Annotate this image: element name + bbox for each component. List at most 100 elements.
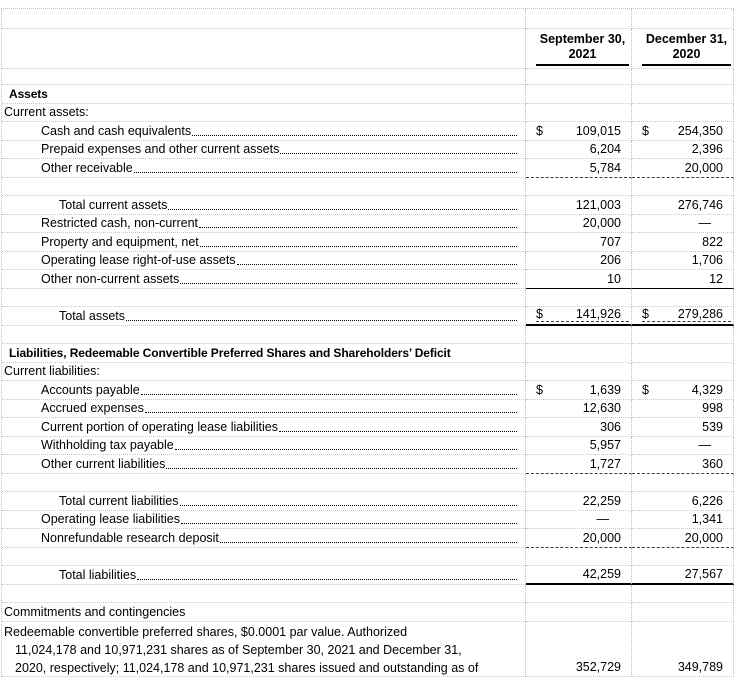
value-wrap: 20,000 bbox=[642, 159, 731, 177]
value-wrap: 539 bbox=[642, 418, 731, 436]
row-label: Property and equipment, net bbox=[41, 235, 199, 249]
value-2020-cell bbox=[632, 548, 734, 567]
value-2020-cell bbox=[632, 344, 734, 363]
value-wrap: — bbox=[536, 511, 629, 529]
value-2021-cell: 1,727 bbox=[526, 455, 632, 474]
spacer-cell bbox=[2, 9, 526, 29]
dollar-sign: $ bbox=[536, 307, 543, 321]
value-2021-cell bbox=[526, 344, 632, 363]
value-2021: 20,000 bbox=[583, 531, 629, 545]
row-label-cell: Operating lease right-of-use assets bbox=[2, 252, 526, 271]
value-wrap: 6,204 bbox=[536, 141, 629, 159]
spacer-row bbox=[2, 289, 734, 308]
value-wrap: — bbox=[642, 437, 731, 455]
header-row: September 30, 2021 December 31, 2020 bbox=[2, 29, 734, 69]
value-2021-cell: 121,003 bbox=[526, 196, 632, 215]
dotted-leader bbox=[141, 394, 517, 395]
row-label: Accrued expenses bbox=[41, 401, 144, 415]
value-2020: 360 bbox=[702, 457, 731, 471]
value-wrap: $254,350 bbox=[642, 122, 731, 140]
row-label-cell: Nonrefundable research deposit bbox=[2, 529, 526, 548]
value-2021: 109,015 bbox=[576, 124, 629, 138]
value-wrap: 352,729 bbox=[536, 622, 629, 677]
value-2021: 141,926 bbox=[576, 307, 629, 321]
dotted-leader bbox=[126, 320, 517, 321]
row-label: Total assets bbox=[59, 309, 125, 323]
row-label-cell: Accounts payable bbox=[2, 381, 526, 400]
dotted-leader bbox=[145, 412, 517, 413]
dotted-leader bbox=[200, 246, 517, 247]
value-2020-cell bbox=[632, 363, 734, 382]
value-2021-cell bbox=[526, 363, 632, 382]
row-operating-lease-liabilities: Operating lease liabilities—1,341 bbox=[2, 511, 734, 530]
row-label-cell: Other non-current assets bbox=[2, 270, 526, 289]
row-current-assets: Current assets: bbox=[2, 104, 734, 123]
value-2021: 20,000 bbox=[583, 216, 629, 230]
row-label-cell bbox=[2, 585, 526, 604]
value-wrap: 822 bbox=[642, 233, 731, 251]
value-2021-cell bbox=[526, 474, 632, 493]
value-wrap: 27,567 bbox=[642, 566, 731, 583]
dotted-leader bbox=[280, 153, 517, 154]
dollar-sign: $ bbox=[642, 124, 649, 138]
value-2021-cell bbox=[526, 548, 632, 567]
value-wrap: 5,957 bbox=[536, 437, 629, 455]
value-2021-cell bbox=[526, 585, 632, 604]
value-2021-cell: 352,729 bbox=[526, 622, 632, 677]
row-label-cell bbox=[2, 326, 526, 345]
value-2021-cell: 5,957 bbox=[526, 437, 632, 456]
row-label: Liabilities, Redeemable Convertible Pref… bbox=[9, 346, 451, 360]
value-2021-cell: 707 bbox=[526, 233, 632, 252]
value-2021: — bbox=[597, 512, 630, 526]
value-2021-cell: 306 bbox=[526, 418, 632, 437]
spacer-cell bbox=[632, 9, 734, 29]
row-label: Other non-current assets bbox=[41, 272, 179, 286]
row-label-line: 2020, respectively; 11,024,178 and 10,97… bbox=[2, 659, 517, 677]
row-label-cell: Total current liabilities bbox=[2, 492, 526, 511]
value-wrap: 22,259 bbox=[536, 492, 629, 510]
value-2021-cell bbox=[526, 289, 632, 308]
row-cash-and-cash-equivalents: Cash and cash equivalents$109,015$254,35… bbox=[2, 122, 734, 141]
row-label: Commitments and contingencies bbox=[4, 605, 185, 619]
value-2021: 707 bbox=[600, 235, 629, 249]
row-current-liabilities: Current liabilities: bbox=[2, 363, 734, 382]
value-2020: 12 bbox=[709, 272, 731, 286]
dotted-leader bbox=[137, 579, 517, 580]
row-label-cell: Current assets: bbox=[2, 104, 526, 123]
value-2021-cell: 5,784 bbox=[526, 159, 632, 178]
row-property-and-equipment-net: Property and equipment, net 707 822 bbox=[2, 233, 734, 252]
row-total-assets: Total assets $141,926 $279,286 bbox=[2, 307, 734, 326]
value-wrap: $279,286 bbox=[642, 307, 731, 322]
value-2020-cell: 276,746 bbox=[632, 196, 734, 215]
value-2021-cell: 10 bbox=[526, 270, 632, 289]
value-2020: 20,000 bbox=[685, 161, 731, 175]
row-label-cell: Other current liabilities bbox=[2, 455, 526, 474]
value-wrap: 360 bbox=[642, 455, 731, 473]
spacer-cell bbox=[526, 69, 632, 85]
value-wrap: 6,226 bbox=[642, 492, 731, 510]
row-redeemable-convertible-preferred-shares-0: Redeemable convertible preferred shares,… bbox=[2, 622, 734, 677]
value-2020: 1,341 bbox=[692, 512, 731, 526]
header-line: 2020 bbox=[673, 47, 701, 62]
value-2020: 254,350 bbox=[678, 124, 731, 138]
header-line: 2021 bbox=[569, 47, 597, 62]
spacer-row bbox=[2, 474, 734, 493]
value-2020-cell: 6,226 bbox=[632, 492, 734, 511]
value-2021: 10 bbox=[607, 272, 629, 286]
value-wrap: 20,000 bbox=[536, 529, 629, 547]
header-line: December 31, bbox=[646, 32, 727, 47]
value-2020: 20,000 bbox=[685, 531, 731, 545]
spacer-row bbox=[2, 178, 734, 197]
row-label-cell: Redeemable convertible preferred shares,… bbox=[2, 622, 526, 677]
value-2020-cell: 1,706 bbox=[632, 252, 734, 271]
value-2020: 349,789 bbox=[678, 660, 731, 674]
value-2020-cell: 539 bbox=[632, 418, 734, 437]
value-wrap: 306 bbox=[536, 418, 629, 436]
value-wrap: 42,259 bbox=[536, 566, 629, 583]
value-2020-cell: 349,789 bbox=[632, 622, 734, 677]
value-wrap: 707 bbox=[536, 233, 629, 251]
value-2020-cell: 20,000 bbox=[632, 529, 734, 548]
value-2020-cell: 27,567 bbox=[632, 566, 734, 585]
